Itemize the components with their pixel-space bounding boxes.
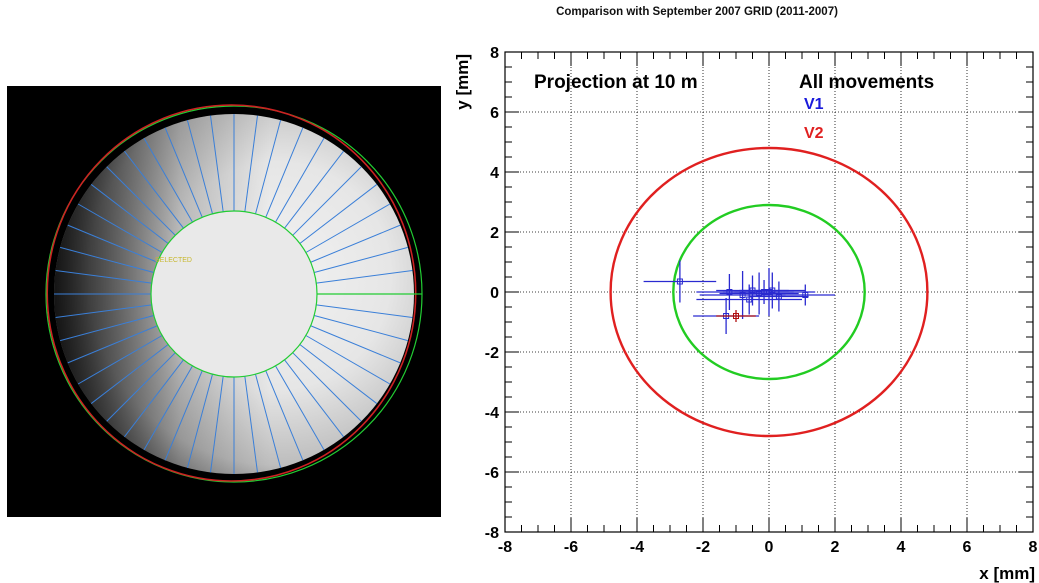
ray-line <box>316 304 413 318</box>
ray-line <box>67 224 158 263</box>
ray-line <box>186 374 214 468</box>
y-tick-label: 0 <box>490 285 499 302</box>
data-point <box>769 287 776 294</box>
data-point <box>766 289 772 295</box>
ray-line <box>60 246 154 274</box>
ray-line <box>299 184 378 244</box>
ray-line <box>106 352 176 422</box>
x-tick-label: -8 <box>498 539 512 556</box>
scatter-plot: -8 -6 -4 -2 0 2 4 6 8 -8 -6 -4 -2 0 2 4 6 8 Projection at… <box>453 45 1038 583</box>
ray-line <box>314 246 408 274</box>
ray-line <box>284 359 344 438</box>
ray-line <box>55 304 152 318</box>
x-tick-label: 6 <box>963 539 972 556</box>
ray-line <box>310 224 401 263</box>
ray-line <box>210 376 224 473</box>
ray-line <box>254 120 282 214</box>
y-tick-label: -8 <box>485 525 499 542</box>
reference-circle-v1 <box>672 203 866 381</box>
ray-line <box>186 120 214 214</box>
x-tick-label: 4 <box>897 539 906 556</box>
ray-line <box>60 314 154 342</box>
y-tick-label: 4 <box>490 165 499 182</box>
ray-line <box>106 166 176 236</box>
y-tick-label: -6 <box>485 465 499 482</box>
projection-annotation: Projection at 10 m <box>534 72 698 93</box>
ray-line <box>265 127 304 218</box>
x-tick-label: 0 <box>765 539 774 556</box>
ray-line <box>314 314 408 342</box>
data-point <box>802 292 809 298</box>
x-tick-label: -2 <box>696 539 710 556</box>
ray-line <box>284 150 344 229</box>
camera-image: SELECTED <box>45 104 423 483</box>
y-tick-label: 6 <box>490 105 499 122</box>
y-tick-label: 8 <box>490 45 499 62</box>
ray-line <box>265 370 304 461</box>
reference-circles <box>609 146 929 438</box>
ray-line <box>90 344 169 404</box>
data-points <box>643 260 835 334</box>
y-axis-label: y [mm] <box>453 54 472 110</box>
inner-disk <box>151 211 317 377</box>
x-tick-label: -4 <box>630 539 644 556</box>
reference-circle-v2 <box>609 146 929 438</box>
data-point <box>775 293 782 300</box>
ray-line <box>244 376 258 473</box>
ray-line <box>299 344 378 404</box>
y-tick-label: 2 <box>490 225 499 242</box>
tick-labels: -8 -6 -4 -2 0 2 4 6 8 -8 -6 -4 -2 0 2 4 6 8 <box>485 45 1038 556</box>
ray-line <box>164 370 203 461</box>
ray-line <box>292 166 362 236</box>
ray-line <box>77 335 163 385</box>
radial-rays <box>54 114 413 474</box>
chart-title: Comparison with September 2007 GRID (201… <box>556 6 838 18</box>
axis-ticks <box>504 51 1034 533</box>
v1-legend: V1 <box>804 96 824 113</box>
ray-line <box>275 137 325 223</box>
y-tick-label: -2 <box>485 345 499 362</box>
ray-line <box>210 115 224 212</box>
ray-line <box>275 365 325 451</box>
ray-line <box>316 270 413 284</box>
selected-label: SELECTED <box>155 257 192 264</box>
ray-line <box>77 203 163 253</box>
ray-line <box>143 137 193 223</box>
ray-line <box>305 203 391 253</box>
ray-line <box>244 115 258 212</box>
ray-line <box>124 359 184 438</box>
fit-circle <box>46 104 417 482</box>
ray-line <box>164 127 203 218</box>
data-point <box>676 278 683 285</box>
movements-annotation: All movements <box>799 72 934 93</box>
data-point <box>733 313 739 319</box>
y-tick-label: -4 <box>485 405 499 422</box>
camera-image-panel: SELECTED <box>7 86 441 517</box>
v2-legend: V2 <box>804 125 824 142</box>
ray-line <box>292 352 362 422</box>
ray-line <box>305 335 391 385</box>
ray-line <box>90 184 169 244</box>
ray-line <box>310 325 401 364</box>
x-tick-label: -6 <box>564 539 578 556</box>
x-tick-label: 8 <box>1029 539 1038 556</box>
ray-line <box>124 150 184 229</box>
ray-line <box>254 374 282 468</box>
ray-line <box>67 325 158 364</box>
x-axis-label: x [mm] <box>979 564 1035 583</box>
ray-line <box>143 365 193 451</box>
ray-line <box>55 270 152 284</box>
x-tick-label: 2 <box>831 539 840 556</box>
